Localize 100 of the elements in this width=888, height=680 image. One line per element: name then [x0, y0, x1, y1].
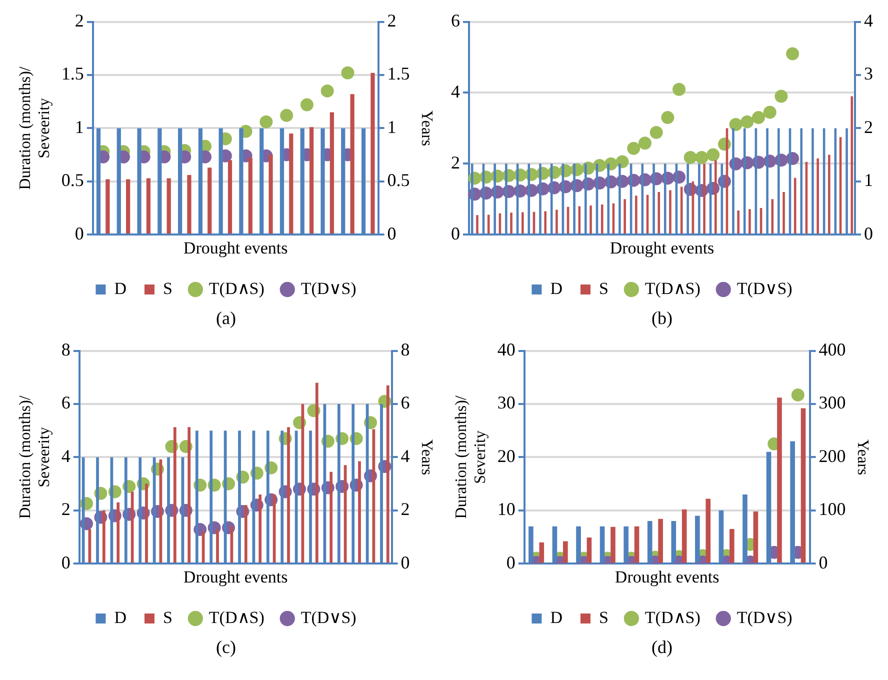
y-tick-label: 6	[451, 10, 460, 31]
text: (a)	[215, 308, 237, 329]
point	[638, 136, 652, 150]
bar	[563, 541, 568, 563]
x-axis-title: Drought events	[610, 238, 714, 258]
bar	[521, 212, 524, 234]
bar	[714, 160, 717, 234]
bar	[116, 502, 120, 563]
y-tick-label: 1.5	[61, 64, 84, 84]
y2-tick-label: 4	[864, 10, 873, 31]
y2-tick-label: 1	[387, 116, 396, 137]
y2-tick-label: 0	[387, 223, 396, 244]
bar	[289, 134, 294, 234]
y-tick-label: 4	[451, 81, 460, 102]
bar	[145, 484, 148, 563]
bar	[106, 179, 110, 234]
bar	[268, 154, 273, 234]
x-axis-title: Drought events	[183, 567, 288, 586]
bar	[187, 175, 192, 234]
legend-label: D	[114, 608, 126, 627]
point	[661, 111, 674, 124]
point	[260, 115, 273, 128]
point	[684, 150, 697, 164]
text: (b)	[650, 308, 674, 329]
bar	[624, 199, 626, 234]
bar	[816, 158, 819, 234]
y2-tick-label: 0	[400, 552, 410, 572]
y2-axis-title: Years	[854, 439, 872, 476]
y-tick-label: 6	[61, 392, 70, 413]
bar	[590, 206, 592, 234]
point	[280, 108, 294, 122]
y2-axis-title: Years	[418, 110, 436, 146]
y2-tick-label: 2	[387, 10, 396, 31]
y-axis-title: Duration (months)/ Seveerity	[16, 395, 54, 519]
y-tick-label: 2	[451, 152, 460, 172]
y2-tick-label: 200	[818, 446, 846, 466]
bar	[173, 427, 176, 563]
y-tick-label: 10	[497, 499, 516, 520]
point	[763, 106, 776, 119]
y2-tick-label: 1	[864, 170, 873, 190]
point	[341, 66, 354, 80]
bar	[600, 204, 604, 234]
y-tick-label: 1	[74, 116, 84, 137]
legend-label: T(D∧S)	[644, 608, 700, 627]
y2-tick-label: 6	[400, 392, 410, 413]
y2-tick-label: 0	[864, 223, 873, 244]
legend-label: D	[550, 278, 562, 298]
bar	[544, 211, 546, 234]
bar	[248, 158, 252, 234]
bar	[794, 178, 796, 234]
y2-tick-label: 4	[400, 446, 410, 466]
bar	[669, 190, 672, 234]
bar	[556, 210, 558, 234]
bar	[634, 526, 640, 563]
point	[740, 115, 754, 128]
y2-tick-label: 8	[400, 340, 410, 360]
y-axis-title: Duration (months)/ Severity	[452, 395, 490, 519]
bar	[800, 408, 806, 563]
bar	[208, 168, 212, 234]
y-tick-label: 0	[506, 552, 516, 572]
y-tick-label: 30	[497, 392, 516, 413]
bar	[126, 179, 130, 234]
bar	[188, 427, 191, 563]
text: (c)	[215, 637, 237, 658]
point	[300, 98, 314, 112]
bar	[782, 192, 785, 234]
bar	[777, 398, 782, 563]
text: (d)	[650, 637, 674, 658]
bar	[737, 210, 740, 234]
y-tick-label: 8	[61, 340, 70, 360]
bar	[706, 498, 711, 563]
y2-tick-label: 1.5	[387, 64, 410, 84]
point	[627, 142, 640, 155]
bar	[850, 96, 854, 234]
legend-label: T(D∨S)	[736, 608, 792, 627]
y2-tick-label: 2	[864, 116, 873, 137]
legend-label: T(D∧S)	[208, 278, 264, 298]
legend-label: S	[598, 278, 608, 298]
bar	[146, 178, 151, 234]
point	[752, 111, 765, 124]
y2-tick-label: 0.5	[387, 170, 410, 190]
bar	[102, 510, 106, 563]
point	[616, 155, 629, 168]
y-tick-label: 0	[451, 223, 460, 244]
legend-label: S	[598, 608, 608, 627]
bar	[510, 212, 512, 234]
legend-label: T(D∨S)	[736, 278, 792, 298]
y-tick-label: 4	[61, 446, 70, 466]
y-tick-label: 0.5	[61, 170, 84, 190]
y2-tick-label: 2	[400, 499, 410, 520]
point	[774, 90, 788, 103]
y-tick-label: 20	[497, 446, 516, 466]
bar	[228, 160, 232, 234]
bar	[216, 530, 219, 563]
y2-tick-label: 0	[818, 552, 828, 572]
bar	[703, 164, 706, 234]
bar	[828, 154, 830, 234]
bar	[350, 94, 354, 234]
bar	[682, 509, 687, 563]
bar	[315, 382, 318, 563]
